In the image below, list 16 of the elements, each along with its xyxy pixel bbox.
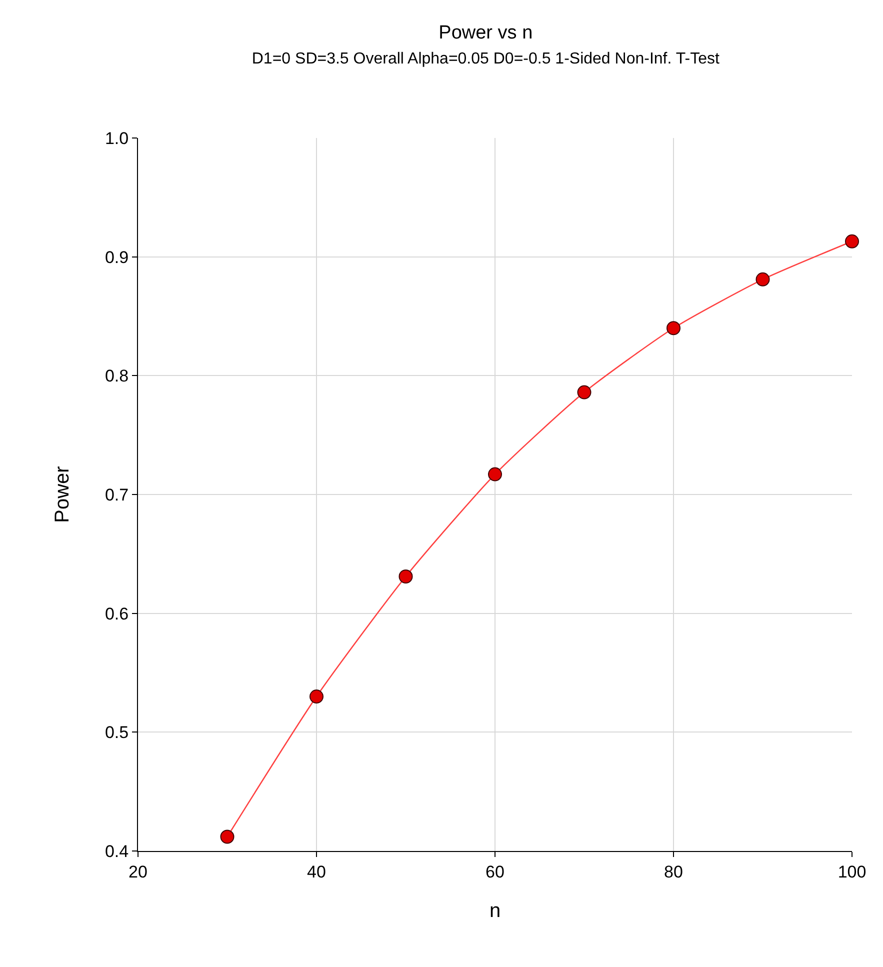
x-tick-label: 100 — [838, 862, 866, 882]
x-tick-label: 20 — [128, 862, 148, 882]
x-tick-label: 60 — [486, 862, 504, 882]
y-tick-label: 0.4 — [104, 842, 129, 861]
chart-title: Power vs n — [438, 22, 533, 44]
x-tick-label: 80 — [664, 862, 683, 882]
y-tick-label: 0.7 — [104, 485, 129, 504]
y-tick-label: 1.0 — [104, 128, 129, 148]
chart-subtitle: D1=0 SD=3.5 Overall Alpha=0.05 D0=-0.5 1-Sided Non-Inf. T-Test — [252, 50, 720, 68]
x-tick-label: 40 — [307, 862, 326, 882]
y-tick-label: 0.5 — [104, 723, 129, 742]
x-axis-title: n — [489, 900, 501, 922]
y-axis-title: Power — [51, 466, 74, 523]
y-tick-label: 0.8 — [104, 366, 129, 386]
y-tick-label: 0.9 — [104, 248, 129, 267]
y-tick-label: 0.6 — [104, 604, 129, 624]
